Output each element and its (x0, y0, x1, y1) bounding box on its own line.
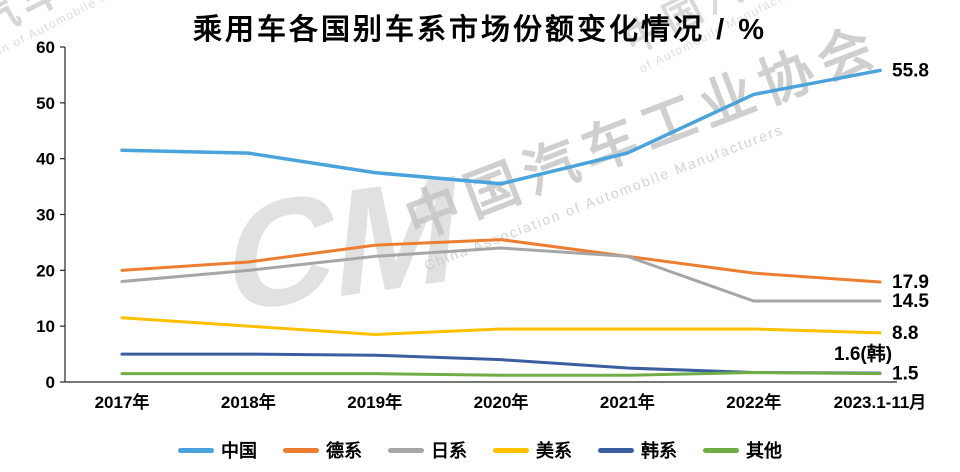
x-tick-label: 2021年 (600, 392, 655, 412)
series-line-韩系 (120, 352, 882, 375)
market-share-line-chart: 0 10 20 30 40 50 60 2017年 2018年 2019年 2020年 2021年 20… (36, 38, 929, 412)
x-tick-label: 2022年 (726, 392, 781, 412)
x-tick-label: 2020年 (474, 392, 529, 412)
legend-label: 其他 (746, 441, 782, 461)
y-tick-label: 50 (36, 94, 55, 113)
end-label-日系: 14.5 (892, 291, 929, 312)
legend-label: 韩系 (641, 441, 677, 461)
legend-label: 日系 (431, 441, 467, 461)
end-label-美系: 8.8 (892, 323, 918, 344)
chart-legend: 中国 德系 日系 美系 韩系 其他 (0, 437, 960, 463)
legend-swatch (178, 447, 214, 453)
x-tick-label: 2017年 (95, 392, 150, 412)
x-tick-label: 2019年 (347, 392, 402, 412)
y-tick-label: 30 (36, 206, 55, 225)
series-line-日系 (120, 246, 882, 303)
end-label-德系: 17.9 (892, 272, 929, 293)
x-tick-label: 2018年 (221, 392, 276, 412)
legend-swatch (283, 447, 319, 453)
x-tick-label: 2023.1-11月 (834, 393, 927, 412)
legend-item-中国: 中国 (178, 437, 257, 463)
legend-item-其他: 其他 (703, 437, 782, 463)
end-label-中国: 55.8 (892, 60, 929, 81)
legend-label: 德系 (326, 441, 362, 461)
y-tick-label: 0 (46, 373, 55, 392)
end-label-韩系: 1.6(韩) (834, 342, 892, 365)
legend-label: 中国 (221, 441, 257, 461)
end-label-其他: 1.5 (892, 364, 919, 385)
legend-swatch (703, 447, 739, 453)
chart-title: 乘用车各国别车系市场份额变化情况 / % (193, 14, 767, 46)
y-tick-label: 40 (36, 150, 55, 169)
series-line-中国 (120, 68, 882, 186)
legend-label: 美系 (536, 441, 572, 461)
legend-swatch (598, 447, 634, 453)
legend-item-韩系: 韩系 (598, 437, 677, 463)
series-line-其他 (120, 371, 882, 377)
legend-item-德系: 德系 (283, 437, 362, 463)
legend-swatch (493, 447, 529, 453)
series-line-德系 (120, 238, 882, 284)
y-tick-label: 20 (36, 261, 55, 280)
legend-swatch (388, 447, 424, 453)
y-tick-label: 60 (36, 38, 55, 57)
y-tick-label: 10 (36, 317, 55, 336)
series-line-美系 (120, 316, 882, 337)
legend-item-美系: 美系 (493, 437, 572, 463)
legend-item-日系: 日系 (388, 437, 467, 463)
